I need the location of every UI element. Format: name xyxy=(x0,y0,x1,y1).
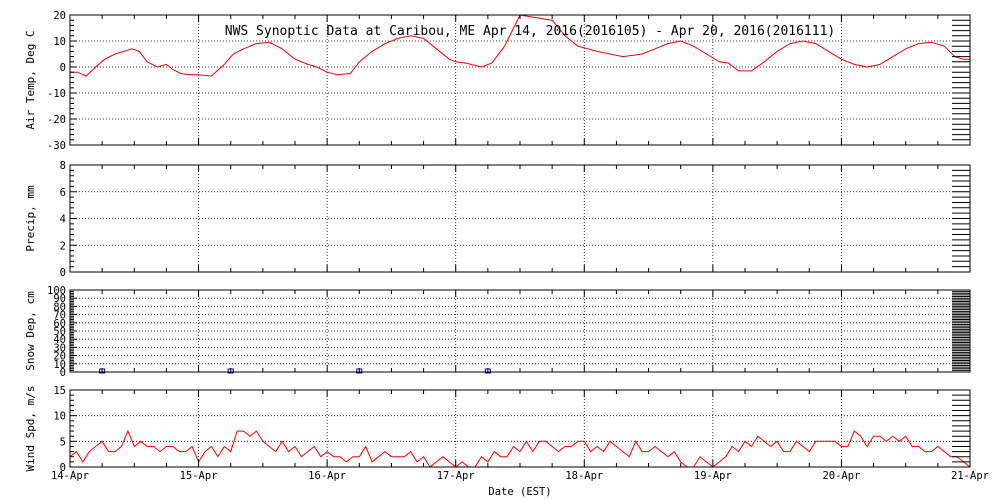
panel-frame xyxy=(69,389,971,468)
y-tick-label: 15 xyxy=(53,385,66,397)
y-tick-label: 8 xyxy=(60,160,66,172)
y-axis-label-1: Precip, mm xyxy=(24,185,37,252)
chart-title: NWS Synoptic Data at Caribou, ME Apr 14,… xyxy=(225,24,835,39)
series-line-0 xyxy=(70,14,970,77)
series-layer xyxy=(69,14,971,468)
y-tick-label: 80 xyxy=(53,301,66,313)
y-tick-label: -20 xyxy=(47,114,66,126)
y-tick-label: -30 xyxy=(47,140,66,152)
y-tick-label: -10 xyxy=(47,88,66,100)
y-tick-label: 2 xyxy=(60,240,66,252)
series-line-3 xyxy=(69,429,971,468)
x-tick-label: 15-Apr xyxy=(180,470,218,482)
y-tick-label: 0 xyxy=(60,462,66,474)
y-axis-label-2: Snow Dep, cm xyxy=(24,291,37,371)
grid-layer xyxy=(70,15,970,467)
x-tick-label: 21-Apr xyxy=(951,470,989,482)
y-tick-label: 60 xyxy=(53,318,66,330)
y-tick-label: 6 xyxy=(60,187,66,199)
x-tick-label: 14-Apr xyxy=(51,470,89,482)
y-tick-label: 0 xyxy=(60,62,66,74)
y-tick-label: 30 xyxy=(53,342,66,354)
x-axis-label: Date (EST) xyxy=(488,486,551,498)
y-tick-label: 0 xyxy=(60,367,66,379)
y-axis-label-0: Air Temp, Deg C xyxy=(24,30,37,129)
x-tick-label: 20-Apr xyxy=(822,470,860,482)
y-tick-label: 10 xyxy=(53,359,66,371)
y-tick-label: 70 xyxy=(53,310,66,322)
y-tick-label: 50 xyxy=(53,326,66,338)
y-tick-label: 20 xyxy=(53,351,66,363)
y-tick-label: 5 xyxy=(60,436,66,448)
x-tick-label: 17-Apr xyxy=(437,470,475,482)
y-tick-label: 90 xyxy=(53,293,66,305)
x-tick-label: 16-Apr xyxy=(308,470,346,482)
y-tick-label: 20 xyxy=(53,10,66,22)
y-tick-label: 10 xyxy=(53,36,66,48)
x-tick-label: 19-Apr xyxy=(694,470,732,482)
y-tick-label: 4 xyxy=(60,214,66,226)
y-tick-label: 10 xyxy=(53,411,66,423)
y-tick-label: 40 xyxy=(53,334,66,346)
axes-layer xyxy=(69,14,971,468)
y-axis-label-3: Wind Spd, m/s xyxy=(24,385,37,471)
y-tick-label: 0 xyxy=(60,267,66,279)
y-tick-label: 100 xyxy=(47,285,66,297)
x-tick-label: 18-Apr xyxy=(565,470,603,482)
